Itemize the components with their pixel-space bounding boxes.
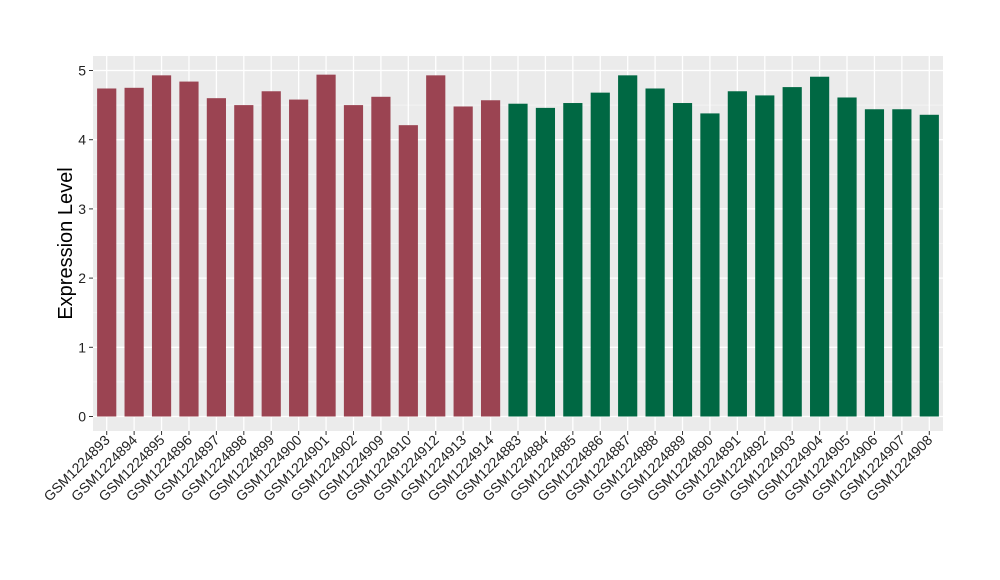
y-tick-label: 2 bbox=[78, 270, 86, 286]
bars bbox=[97, 74, 939, 417]
bar bbox=[535, 107, 556, 417]
bar bbox=[782, 87, 802, 417]
bar bbox=[864, 109, 885, 417]
bar bbox=[206, 98, 226, 417]
y-tick-label: 0 bbox=[78, 409, 86, 425]
y-axis-label: Expression Level bbox=[55, 167, 77, 319]
bar bbox=[727, 91, 747, 417]
y-tick-label: 1 bbox=[78, 339, 86, 355]
bar bbox=[453, 106, 473, 417]
bar bbox=[508, 103, 528, 417]
bar bbox=[618, 75, 638, 417]
bar bbox=[810, 76, 830, 417]
bar bbox=[892, 109, 912, 417]
bar bbox=[97, 88, 117, 417]
y-tick-label: 4 bbox=[78, 132, 86, 148]
bar bbox=[316, 74, 336, 417]
bar bbox=[289, 99, 309, 417]
bar bbox=[919, 114, 939, 417]
bar bbox=[179, 81, 199, 417]
bar bbox=[371, 96, 391, 417]
bar bbox=[700, 113, 720, 417]
bar bbox=[151, 75, 172, 417]
y-axis: 0 1 2 3 4 5 bbox=[78, 63, 93, 425]
bar bbox=[343, 105, 364, 417]
bar bbox=[426, 75, 446, 417]
y-tick-label: 5 bbox=[78, 63, 86, 79]
bar bbox=[755, 95, 775, 417]
bar bbox=[645, 88, 665, 417]
bar bbox=[563, 103, 583, 417]
x-axis: GSM1224893GSM1224894GSM1224895GSM1224896… bbox=[40, 431, 936, 504]
bar bbox=[590, 92, 610, 417]
bar bbox=[261, 91, 281, 417]
bar bbox=[837, 97, 857, 417]
bar bbox=[124, 87, 144, 417]
y-tick-label: 3 bbox=[78, 201, 86, 217]
bar bbox=[398, 125, 418, 417]
bar bbox=[234, 105, 254, 417]
bar bbox=[480, 100, 501, 417]
bar bbox=[672, 103, 693, 417]
